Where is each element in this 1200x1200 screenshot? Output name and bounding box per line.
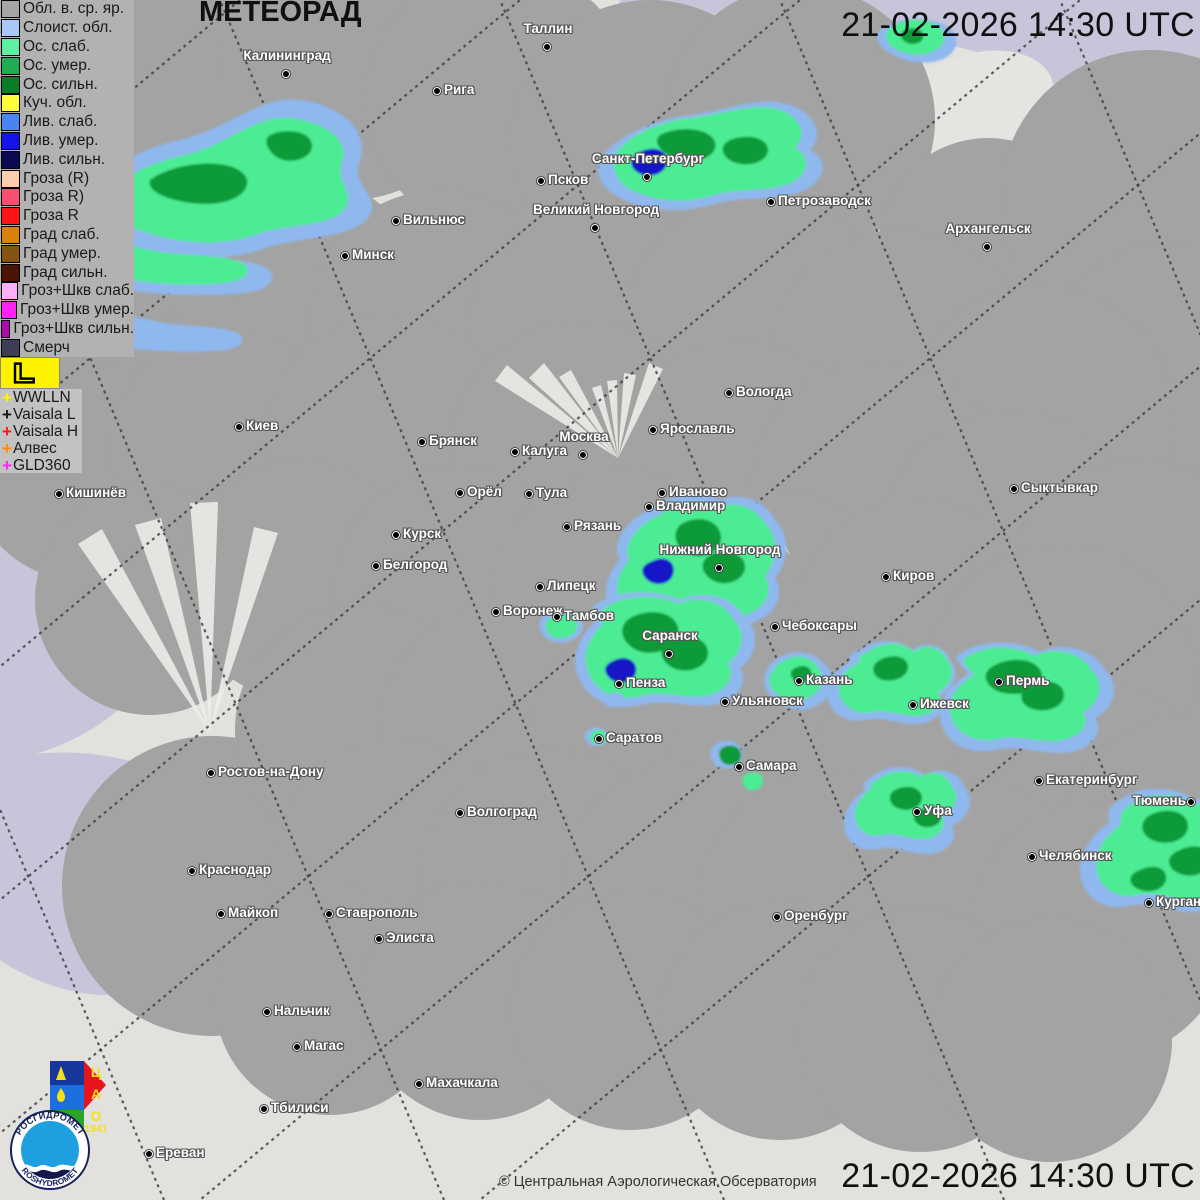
svg-text:А: А: [91, 1086, 101, 1102]
svg-text:Ц: Ц: [91, 1064, 102, 1080]
svg-text:О: О: [91, 1108, 102, 1124]
